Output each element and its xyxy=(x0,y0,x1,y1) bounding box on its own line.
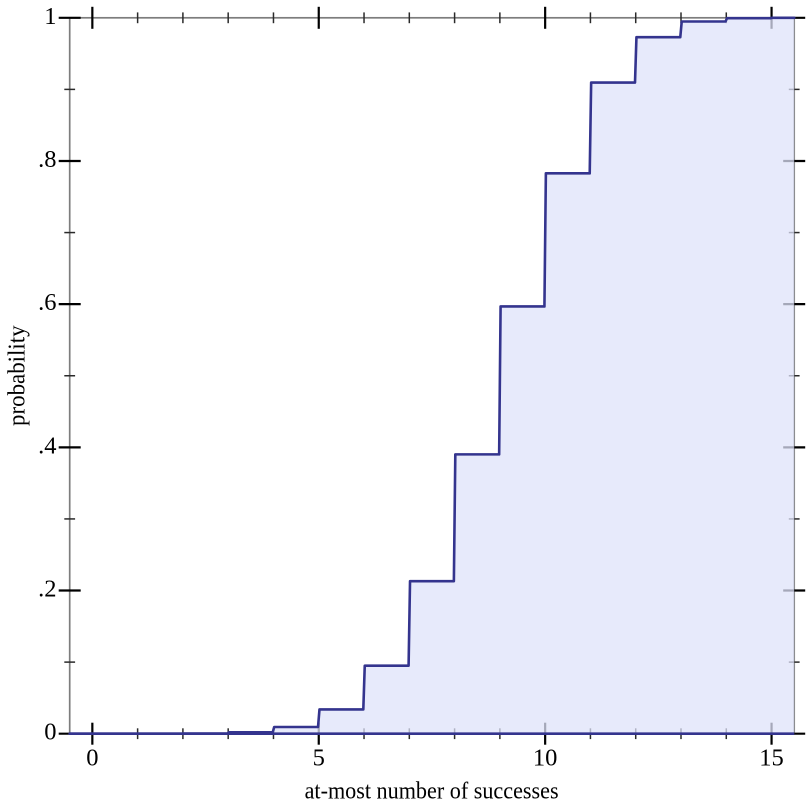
svg-text:.8: .8 xyxy=(38,146,56,173)
svg-text:.2: .2 xyxy=(38,576,56,603)
svg-text:at-most number of successes: at-most number of successes xyxy=(305,777,559,804)
svg-text:0: 0 xyxy=(44,719,56,746)
svg-text:.4: .4 xyxy=(38,432,56,459)
svg-text:15: 15 xyxy=(759,745,784,772)
svg-text:10: 10 xyxy=(533,745,558,772)
svg-text:0: 0 xyxy=(86,745,98,772)
svg-text:5: 5 xyxy=(313,745,325,772)
svg-text:probability: probability xyxy=(4,325,31,426)
svg-text:.6: .6 xyxy=(38,289,56,316)
svg-text:1: 1 xyxy=(44,3,56,30)
